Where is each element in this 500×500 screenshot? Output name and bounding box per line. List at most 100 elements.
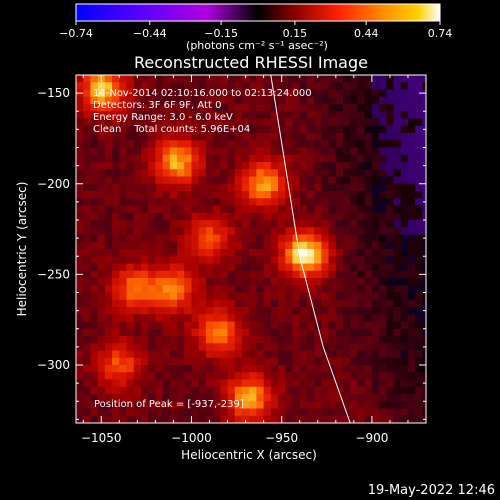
heatmap-cell (198, 104, 207, 112)
heatmap-cell (227, 183, 236, 192)
heatmap-cell (350, 169, 358, 177)
heatmap-cell (169, 169, 178, 177)
heatmap-cell (126, 241, 135, 250)
heatmap-cell (285, 365, 293, 373)
heatmap-cell (321, 147, 329, 156)
heatmap-cell (140, 270, 149, 279)
heatmap-cell (364, 292, 373, 301)
heatmap-cell (270, 176, 279, 185)
heatmap-cell (90, 394, 99, 402)
heatmap-cell (90, 162, 99, 170)
heatmap-cell (343, 270, 351, 279)
heatmap-cell (270, 372, 279, 380)
heatmap-cell (335, 343, 344, 351)
heatmap-cell (400, 394, 409, 402)
heatmap-cell (119, 336, 127, 344)
heatmap-cell (299, 183, 308, 192)
heatmap-cell (213, 307, 221, 315)
heatmap-cell (393, 140, 402, 148)
heatmap-cell (386, 125, 394, 134)
heatmap-cell (104, 75, 113, 83)
heatmap-cell (119, 386, 127, 395)
heatmap-cell (335, 147, 344, 156)
heatmap-cell (220, 328, 228, 337)
heatmap-cell (393, 227, 402, 235)
heatmap-cell (314, 372, 322, 380)
heatmap-cell (140, 241, 149, 250)
heatmap-cell (278, 82, 286, 90)
heatmap-cell (343, 227, 351, 235)
heatmap-cell (379, 234, 387, 243)
heatmap-cell (285, 401, 293, 409)
heatmap-cell (234, 111, 243, 119)
heatmap-cell (357, 357, 366, 366)
heatmap-cell (162, 82, 171, 90)
heatmap-cell (379, 140, 387, 148)
heatmap-cell (140, 125, 149, 134)
heatmap-cell (256, 191, 265, 199)
heatmap-cell (386, 256, 394, 264)
heatmap-cell (76, 343, 84, 351)
heatmap-cell (155, 350, 163, 359)
heatmap-cell (205, 321, 214, 330)
heatmap-cell (278, 379, 286, 388)
heatmap-cell (112, 292, 120, 301)
heatmap-cell (393, 365, 402, 373)
heatmap-cell (227, 133, 236, 141)
heatmap-cell (357, 343, 366, 351)
heatmap-cell (314, 82, 322, 90)
heatmap-cell (162, 307, 171, 315)
heatmap-cell (249, 401, 257, 409)
heatmap-cell (285, 234, 293, 243)
heatmap-cell (263, 133, 272, 141)
heatmap-cell (162, 285, 171, 293)
heatmap-cell (119, 75, 127, 83)
heatmap-cell (321, 220, 329, 228)
heatmap-cell (343, 321, 351, 330)
heatmap-cell (191, 133, 200, 141)
heatmap-cell (234, 140, 243, 148)
heatmap-cell (104, 350, 113, 359)
heatmap-cell (256, 263, 265, 272)
heatmap-cell (379, 270, 387, 279)
heatmap-cell (148, 118, 156, 127)
heatmap-cell (364, 111, 373, 119)
heatmap-cell (400, 343, 409, 351)
heatmap-cell (184, 343, 192, 351)
heatmap-cell (169, 270, 178, 279)
heatmap-cell (198, 415, 207, 423)
heatmap-cell (241, 321, 250, 330)
heatmap-cell (328, 125, 337, 134)
heatmap-cell (357, 227, 366, 235)
heatmap-cell (379, 263, 387, 272)
heatmap-cell (306, 133, 315, 141)
heatmap-cell (148, 336, 156, 344)
heatmap-cell (177, 234, 185, 243)
heatmap-cell (335, 394, 344, 402)
heatmap-cell (97, 372, 106, 380)
heatmap-cell (162, 249, 171, 257)
heatmap-cell (328, 415, 337, 423)
heatmap-cell (112, 285, 120, 293)
heatmap-cell (140, 111, 149, 119)
heatmap-cell (140, 118, 149, 127)
heatmap-cell (155, 336, 163, 344)
heatmap-cell (112, 176, 120, 185)
heatmap-cell (205, 408, 214, 417)
heatmap-cell (321, 133, 329, 141)
heatmap-cell (371, 104, 380, 112)
heatmap-cell (379, 336, 387, 344)
heatmap-cell (249, 278, 257, 286)
heatmap-cell (415, 96, 423, 105)
heatmap-cell (357, 191, 366, 199)
heatmap-cell (256, 321, 265, 330)
heatmap-cell (90, 379, 99, 388)
heatmap-cell (148, 241, 156, 250)
heatmap-cell (415, 321, 423, 330)
heatmap-cell (299, 372, 308, 380)
heatmap-cell (148, 321, 156, 330)
heatmap-cell (97, 220, 106, 228)
heatmap-cell (198, 169, 207, 177)
heatmap-cell (169, 82, 178, 90)
heatmap-cell (393, 249, 402, 257)
